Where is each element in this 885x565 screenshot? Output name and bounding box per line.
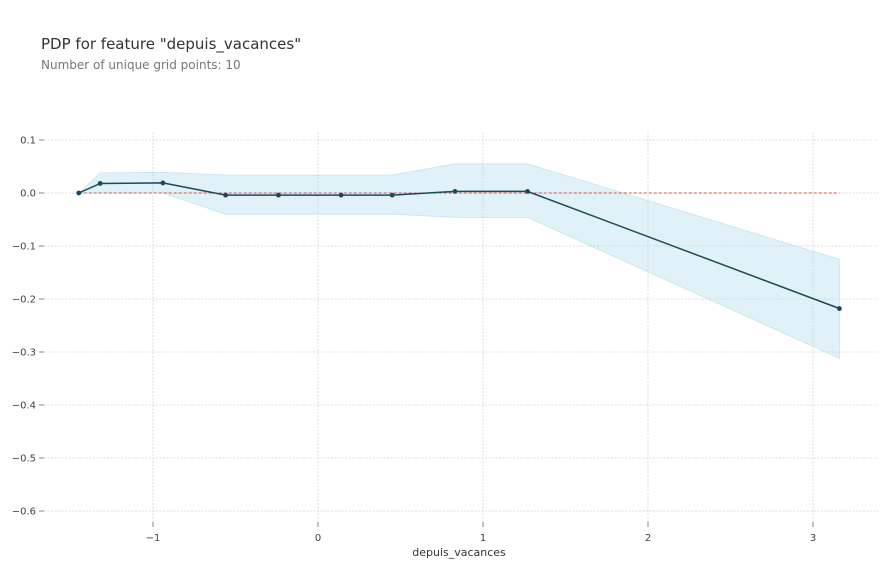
data-point (452, 189, 458, 194)
x-axis-label: depuis_vacances (412, 546, 506, 559)
data-point (223, 192, 229, 198)
x-tick-label: −1 (146, 533, 161, 544)
x-tick-label: 0 (315, 533, 321, 544)
y-tick-label: −0.6 (12, 507, 36, 518)
data-point (389, 192, 395, 198)
data-point (160, 180, 166, 186)
y-tick-label: −0.4 (12, 401, 36, 412)
data-point (525, 189, 530, 194)
data-point (97, 181, 103, 186)
data-point (76, 190, 82, 196)
y-tick-label: −0.1 (12, 242, 36, 253)
y-tick-label: −0.2 (12, 295, 36, 306)
chart-subtitle: Number of unique grid points: 10 (41, 58, 241, 72)
y-tick-labels: 0.1 0.0 −0.1 −0.2 −0.3 −0.4 −0.5 −0.6 (12, 136, 36, 518)
x-tick-label: 3 (810, 533, 816, 544)
x-tick-labels: −1 0 1 2 3 (146, 533, 817, 544)
y-tick-label: −0.3 (12, 348, 36, 359)
series-points (76, 180, 842, 311)
y-tick-label: −0.5 (12, 454, 36, 465)
data-point (338, 192, 344, 198)
x-tick-label: 1 (480, 533, 486, 544)
pdp-line (78, 182, 840, 310)
y-tick-label: 0.1 (20, 136, 36, 147)
series-line (78, 182, 840, 310)
data-point (837, 306, 842, 311)
data-point (276, 192, 281, 198)
x-tick-label: 2 (645, 533, 651, 544)
y-tick-label: 0.0 (20, 189, 36, 200)
chart-title: PDP for feature "depuis_vacances" (41, 35, 302, 53)
